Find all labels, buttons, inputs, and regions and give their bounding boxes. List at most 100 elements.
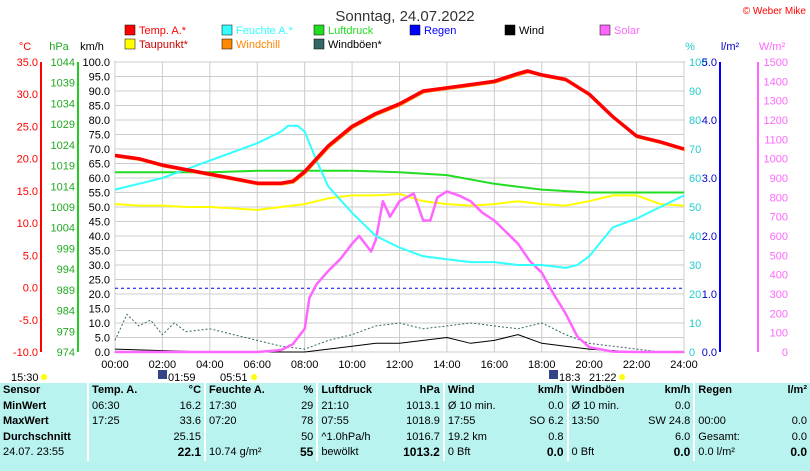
axis-header-rain: l/m² <box>721 41 740 53</box>
tick-label-solar: 700 <box>770 212 788 224</box>
series-line-windb-en <box>114 313 684 353</box>
legend-label: Feuchte A.* <box>236 25 294 37</box>
stats-cell: 25.15 <box>173 430 202 443</box>
tick-label-pressure: 984 <box>57 306 75 318</box>
tick-label-temp: 25.0 <box>17 121 38 133</box>
tick-label-time: 06:00 <box>243 359 271 371</box>
stats-cell: 0.0 l/m² <box>693 445 758 461</box>
tick-label-humidity: 0 <box>689 347 695 359</box>
axis-header-humidity: % <box>685 41 695 53</box>
tick-label-pressure: 999 <box>57 243 75 255</box>
tick-label-humidity: 100 <box>689 57 707 69</box>
stats-cell: l/m² <box>787 384 807 396</box>
tick-label-pressure: 1009 <box>51 202 75 214</box>
tick-label-wind: 60.0 <box>89 173 110 185</box>
tick-label-solar: 200 <box>770 308 788 320</box>
stats-cell: 0.0 <box>675 399 691 412</box>
sunset-time: 18:3 <box>559 372 580 383</box>
tick-label-rain: 1.0 <box>702 289 717 301</box>
stats-cell: 0 Bft <box>442 445 515 461</box>
tick-label-wind: 40.0 <box>89 231 110 243</box>
tick-label-wind: 95.0 <box>89 72 110 84</box>
stats-cell: 1013.1 <box>406 399 440 412</box>
legend-swatch <box>124 38 136 50</box>
tick-label-humidity: 90 <box>689 86 701 98</box>
tick-label-humidity: 80 <box>689 115 701 127</box>
series-line-luftdruck <box>115 169 684 194</box>
tick-label-solar: 500 <box>770 250 788 262</box>
tick-label-pressure: 1004 <box>51 223 75 235</box>
stats-cell <box>204 429 273 446</box>
stats-cell: 19.2 km <box>442 429 515 446</box>
tick-label-humidity: 10 <box>689 318 701 330</box>
tick-label-rain: 0.0 <box>702 347 717 359</box>
tick-label-rain: 5.0 <box>702 57 717 69</box>
stats-cell: 07:20 <box>204 414 273 430</box>
stats-cell: Regen <box>693 383 758 399</box>
tick-label-rain: 2.0 <box>702 231 717 243</box>
tick-label-wind: 50.0 <box>89 202 110 214</box>
tick-label-temp: 20.0 <box>17 154 38 166</box>
legend-label: Windchill <box>236 39 280 51</box>
tick-label-temp: 0.0 <box>23 283 38 295</box>
tick-label-wind: 75.0 <box>89 130 110 142</box>
dawn-time: 05:51 <box>220 372 248 383</box>
legend-label: Regen <box>424 25 456 37</box>
tick-label-pressure: 1029 <box>51 119 75 131</box>
sunset-icon <box>549 370 558 379</box>
stats-cell: Luftdruck <box>316 383 387 399</box>
tick-label-solar: 1100 <box>764 134 788 146</box>
stats-cell: 50 <box>301 430 314 443</box>
tick-label-wind: 90.0 <box>89 86 110 98</box>
stats-cell: 0 Bft <box>566 445 640 461</box>
stats-cell: 13:50 <box>566 414 640 430</box>
stats-cell: SW 24.8 <box>648 415 691 428</box>
tick-label-rain: 4.0 <box>702 115 717 127</box>
tick-label-time: 16:00 <box>481 359 509 371</box>
stats-cell: 0.0 <box>546 445 564 460</box>
stats-cell: 10.74 g/m² <box>204 445 273 461</box>
tick-label-humidity: 60 <box>689 173 701 185</box>
stats-cell <box>87 445 154 461</box>
stats-cell: MaxWert <box>3 415 49 428</box>
stats-cell: 21:10 <box>316 398 387 415</box>
legend-label: Wind <box>519 25 544 37</box>
stats-cell: 55 <box>299 445 314 460</box>
tick-label-humidity: 50 <box>689 202 701 214</box>
tick-label-solar: 1200 <box>764 115 788 127</box>
stats-row: MinWert 06:30 16.2 17:30 29 21:10 1013.1 Ø 10 m… <box>0 398 810 415</box>
stats-cell: 6.0 <box>675 430 691 443</box>
tick-label-wind: 0.0 <box>95 347 110 359</box>
tick-label-time: 10:00 <box>338 359 366 371</box>
stats-cell: °C <box>188 384 202 396</box>
tick-label-solar: 100 <box>770 328 788 340</box>
tick-label-pressure: 1019 <box>51 161 75 173</box>
legend-swatch <box>221 24 233 36</box>
legend-swatch <box>124 24 136 36</box>
tick-label-humidity: 30 <box>689 260 701 272</box>
tick-label-time: 00:00 <box>101 359 129 371</box>
stats-cell: 78 <box>301 415 314 428</box>
stats-cell: 0.0 <box>791 430 807 443</box>
tick-label-temp: 5.0 <box>23 250 38 262</box>
statistics-table: Sensor Temp. A. °C Feuchte A.% Luftdruck hPa W… <box>0 383 810 461</box>
stats-cell: Feuchte A. <box>204 383 273 399</box>
tick-label-solar: 1300 <box>764 96 788 108</box>
legend-swatch <box>599 24 611 36</box>
tick-label-time: 20:00 <box>575 359 603 371</box>
sunrise-time: 01:59 <box>168 372 196 383</box>
sunrise-icon <box>158 370 167 379</box>
stats-cell: 1016.7 <box>406 430 440 443</box>
stats-cell: 17:25 <box>87 414 154 430</box>
tick-label-wind: 55.0 <box>89 188 110 200</box>
tick-label-wind: 45.0 <box>89 217 110 229</box>
tick-label-temp: 10.0 <box>17 218 38 230</box>
left-time: 15:30 <box>11 372 39 383</box>
tick-label-pressure: 1044 <box>51 57 75 69</box>
tick-label-pressure: 1034 <box>51 98 75 110</box>
legend-swatch <box>409 24 421 36</box>
credit-text: © Weber Mike <box>743 6 807 17</box>
stats-cell: 24.07. 23:55 <box>3 446 65 459</box>
legend-swatch <box>221 38 233 50</box>
legend-label: Luftdruck <box>328 25 374 37</box>
